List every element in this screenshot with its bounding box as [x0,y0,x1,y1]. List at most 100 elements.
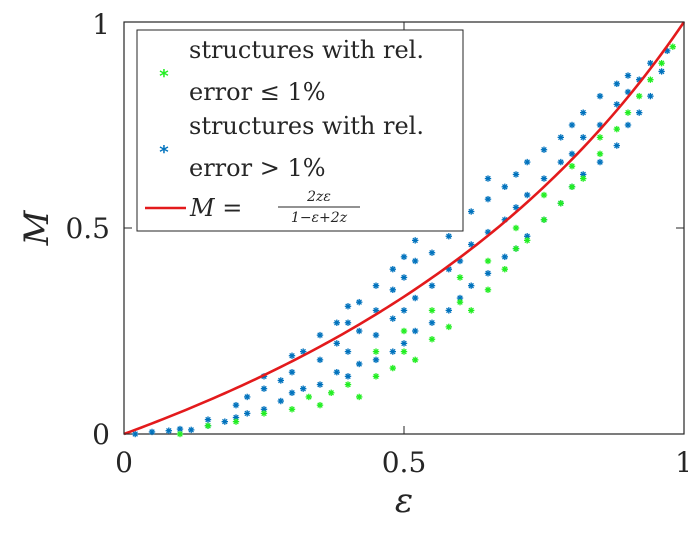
blue-point [372,356,380,364]
model-curve [123,21,686,436]
green-point [428,336,436,343]
green-point [557,200,564,207]
blue-point [596,92,604,100]
legend-blue-line-2: error > 1% [189,154,326,182]
blue-point [221,418,228,425]
blue-point [356,327,363,335]
green-point [400,327,408,335]
blue-point [568,150,576,158]
blue-point [624,121,632,129]
blue-point [484,195,492,203]
blue-point [333,319,340,326]
blue-point [484,228,492,236]
blue-point [277,397,284,405]
blue-point [445,307,452,314]
blue-point [232,401,240,409]
legend-curve-numerator: 2zε [306,189,331,205]
green-point [232,418,240,425]
green-point [540,216,548,223]
blue-point [624,72,632,79]
green-point [624,109,632,116]
green-point [344,381,352,388]
green-point [501,266,508,273]
green-point [580,175,587,182]
green-point [428,307,436,314]
blue-point [658,68,665,75]
legend-green-marker: * [159,66,169,87]
blue-point [288,369,296,376]
green-point [412,356,419,364]
legend: structures with rel. * error ≤ 1% struct… [136,29,464,232]
y-tick-label-1: 0.5 [65,212,110,245]
blue-point [356,360,363,368]
blue-point [428,249,436,256]
green-point [568,183,576,190]
green-point [568,163,576,170]
blue-point [400,307,408,314]
blue-point [580,134,587,141]
blue-point [344,348,352,355]
blue-point [333,340,340,347]
green-point [445,323,452,331]
blue-point [389,348,396,355]
green-point [328,389,335,396]
blue-point [344,303,352,310]
blue-point [316,381,324,388]
blue-point [484,270,492,277]
blue-point [412,237,419,244]
blue-point [400,274,408,281]
green-point [456,274,464,281]
green-point [389,364,396,372]
blue-point [636,109,643,116]
blue-point [468,282,475,289]
blue-point [428,319,436,326]
x-tick-label-2: 1 [675,446,688,479]
blue-point [501,253,508,261]
blue-point [344,373,352,380]
green-point [512,245,520,252]
y-axis-label: M [17,209,57,246]
green-point [372,373,380,380]
blue-point [412,294,419,302]
blue-point [316,331,324,339]
blue-point [165,427,172,434]
axis-ticks [123,21,685,435]
blue-point [333,369,340,376]
blue-point [260,385,268,392]
green-point [669,43,676,50]
blue-point [148,428,156,436]
y-tick-label-2: 1 [92,8,110,41]
legend-green-line-2: error ≤ 1% [189,78,326,106]
green-point [524,237,531,244]
blue-point [557,134,564,141]
green-point [468,307,475,314]
blue-point [613,80,620,87]
blue-point [372,282,380,289]
blue-point [580,109,587,116]
blue-point [244,393,251,401]
blue-point [540,146,548,153]
blue-point [412,257,419,265]
legend-blue-line-1: structures with rel. [189,112,424,140]
blue-point [445,233,452,240]
blue-point [501,183,508,190]
blue-point [356,298,363,306]
blue-point [568,121,576,129]
green-point [356,393,363,401]
blue-point [512,171,520,178]
blue-point [512,204,520,211]
green-point [484,257,492,265]
blue-point [524,233,531,240]
green-point [400,348,408,355]
green-point [260,410,268,417]
legend-blue-marker: * [159,142,169,163]
blue-point [288,352,296,359]
blue-point [647,92,654,100]
blue-point [484,175,492,182]
blue-point [412,327,419,335]
blue-point [344,319,352,326]
blue-point [316,356,324,364]
blue-point [389,266,396,273]
blue-point [468,208,475,215]
blue-point [596,158,604,166]
